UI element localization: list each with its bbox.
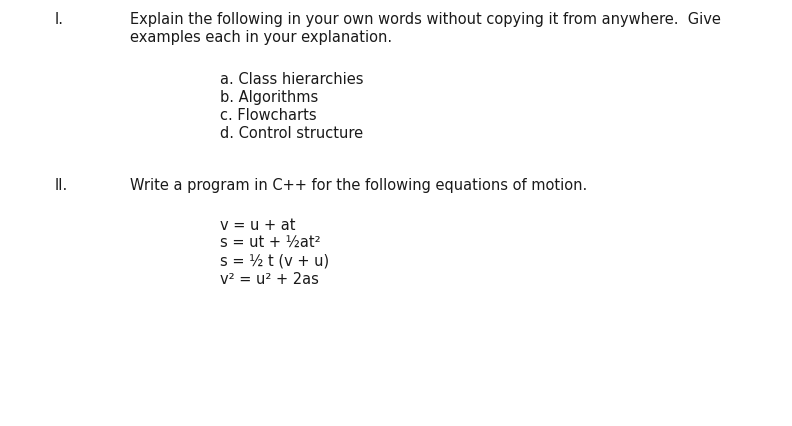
Text: c. Flowcharts: c. Flowcharts [220, 108, 317, 123]
Text: Explain the following in your own words without copying it from anywhere.  Give: Explain the following in your own words … [130, 12, 721, 27]
Text: v² = u² + 2as: v² = u² + 2as [220, 272, 319, 287]
Text: II.: II. [55, 178, 68, 193]
Text: v = u + at: v = u + at [220, 218, 295, 233]
Text: d. Control structure: d. Control structure [220, 126, 363, 141]
Text: Write a program in C++ for the following equations of motion.: Write a program in C++ for the following… [130, 178, 587, 193]
Text: s = ut + ½at²: s = ut + ½at² [220, 236, 321, 251]
Text: a. Class hierarchies: a. Class hierarchies [220, 72, 364, 87]
Text: b. Algorithms: b. Algorithms [220, 90, 318, 105]
Text: I.: I. [55, 12, 64, 27]
Text: examples each in your explanation.: examples each in your explanation. [130, 30, 392, 45]
Text: s = ½ t (v + u): s = ½ t (v + u) [220, 254, 329, 269]
